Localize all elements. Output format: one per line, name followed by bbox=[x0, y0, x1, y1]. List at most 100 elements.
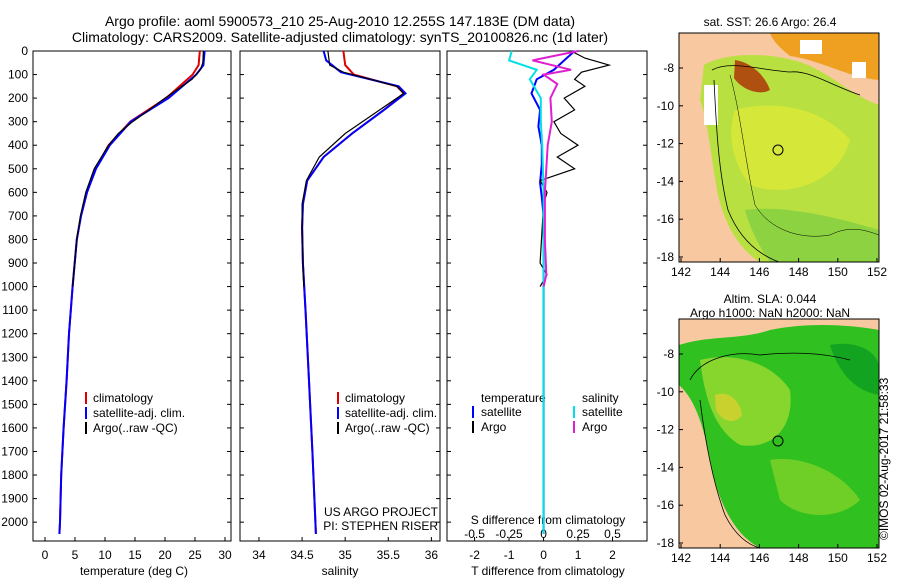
depth-tick-label: 900 bbox=[8, 256, 28, 270]
difference-series-s-argo bbox=[532, 50, 579, 287]
sla-map bbox=[678, 318, 880, 549]
project-annotation: US ARGO PROJECT bbox=[324, 505, 439, 519]
sst-map-isobath bbox=[729, 74, 880, 237]
sla-map-x-tick-label: 152 bbox=[867, 551, 887, 565]
sst-map bbox=[678, 32, 880, 263]
difference-s-tick-label: 0.25 bbox=[566, 527, 590, 541]
sst-map-x-tick-label: 148 bbox=[789, 265, 809, 279]
depth-tick-label: 1400 bbox=[1, 374, 28, 388]
sla-map-light-patch bbox=[700, 357, 791, 446]
legend-clim-label: climatology bbox=[93, 391, 153, 405]
depth-tick-label: 700 bbox=[8, 209, 28, 223]
difference-t-tick-label: -2 bbox=[469, 548, 480, 562]
difference-s-tick-label: 0.5 bbox=[604, 527, 621, 541]
legend-clim-label: climatology bbox=[345, 391, 405, 405]
depth-tick-label: 1500 bbox=[1, 397, 28, 411]
salinity-series-satellite bbox=[301, 50, 408, 534]
depth-tick-label: 1300 bbox=[1, 350, 28, 364]
salinity-x-tick-label: 34.5 bbox=[290, 548, 314, 562]
difference-panel-frame bbox=[446, 50, 648, 542]
sla-map-x-tick-label: 144 bbox=[710, 551, 730, 565]
sst-map-y-tick-label: -10 bbox=[657, 99, 675, 113]
temperature-panel-frame bbox=[32, 50, 232, 542]
sst-map-x-tick-label: 152 bbox=[867, 265, 887, 279]
salinity-x-tick-label: 36 bbox=[425, 548, 439, 562]
depth-tick-label: 1700 bbox=[1, 444, 28, 458]
dynamic-marks: 0100200300400500600700800900100011001200… bbox=[1, 44, 887, 565]
depth-tick-label: 0 bbox=[21, 44, 28, 58]
title-line-1: Argo profile: aoml 5900573_210 25-Aug-20… bbox=[104, 13, 576, 29]
salinity-series-argo bbox=[301, 50, 405, 287]
depth-tick-label: 500 bbox=[8, 162, 28, 176]
depth-tick-label: 2000 bbox=[1, 515, 28, 529]
difference-series-t-argo bbox=[539, 50, 612, 287]
temperature-x-tick-label: 10 bbox=[98, 548, 112, 562]
legend-temperature-heading: temperature bbox=[481, 391, 546, 405]
legend-sat-label: satellite-adj. clim. bbox=[93, 406, 185, 420]
temperature-x-tick-label: 5 bbox=[72, 548, 79, 562]
sst-map-warm-patch bbox=[731, 105, 850, 190]
difference-s-tick-label: -0.5 bbox=[464, 527, 485, 541]
salinity-legend: climatology satellite-adj. clim. Argo(..… bbox=[337, 391, 437, 435]
difference-x-label: T difference from climatology bbox=[471, 564, 625, 578]
legend-s-sat-label: satellite bbox=[582, 405, 623, 419]
sla-map-title-1: Altim. SLA: 0.044 bbox=[723, 292, 817, 306]
sst-map-title: sat. SST: 26.6 Argo: 26.4 bbox=[703, 15, 837, 29]
salinity-x-tick-label: 34 bbox=[252, 548, 266, 562]
sla-map-frame bbox=[678, 318, 880, 549]
legend-salinity-heading: salinity bbox=[582, 391, 619, 405]
sst-map-y-tick-label: -12 bbox=[657, 137, 675, 151]
difference-t-tick-label: 1 bbox=[575, 548, 582, 562]
difference-t-tick-label: -1 bbox=[504, 548, 515, 562]
legend-argo-label: Argo(..raw -QC) bbox=[345, 421, 430, 435]
sla-map-y-tick-label: -8 bbox=[663, 347, 674, 361]
sla-map-y-tick-label: -16 bbox=[657, 498, 675, 512]
sla-map-y-tick-label: -14 bbox=[657, 460, 675, 474]
depth-tick-label: 400 bbox=[8, 138, 28, 152]
argo-location-marker bbox=[772, 435, 784, 447]
temperature-x-tick-label: 25 bbox=[188, 548, 202, 562]
sst-map-x-tick-label: 142 bbox=[671, 265, 691, 279]
difference-legend: temperature satellite Argo salinity sate… bbox=[472, 391, 623, 434]
imos-timestamp: ©IMOS 02-Aug-2017 21:58:33 bbox=[877, 377, 891, 540]
temperature-x-tick-label: 30 bbox=[218, 548, 232, 562]
sst-map-x-tick-label: 144 bbox=[710, 265, 730, 279]
sla-map-x-tick-label: 150 bbox=[828, 551, 848, 565]
depth-tick-label: 1100 bbox=[2, 303, 28, 317]
argo-location-marker bbox=[772, 144, 784, 156]
sla-map-light-patch bbox=[770, 459, 860, 515]
sst-map-y-tick-label: -8 bbox=[663, 61, 674, 75]
salinity-x-tick-label: 35 bbox=[338, 548, 352, 562]
legend-t-argo-label: Argo bbox=[481, 420, 507, 434]
sla-map-x-tick-label: 146 bbox=[749, 551, 769, 565]
difference-top-label: S difference from climatology bbox=[471, 513, 626, 527]
difference-series-t-satellite bbox=[530, 50, 576, 534]
temperature-series-satellite bbox=[58, 50, 206, 534]
sla-map-y-tick-label: -12 bbox=[657, 423, 675, 437]
depth-tick-label: 1600 bbox=[1, 421, 28, 435]
depth-tick-label: 300 bbox=[8, 115, 28, 129]
depth-tick-label: 200 bbox=[8, 91, 28, 105]
sst-map-x-tick-label: 146 bbox=[749, 265, 769, 279]
sst-map-north-warm bbox=[770, 33, 879, 80]
depth-tick-label: 800 bbox=[8, 232, 28, 246]
sst-map-hot-spot bbox=[734, 60, 770, 93]
difference-series-s-satellite bbox=[507, 50, 545, 534]
legend-s-argo-label: Argo bbox=[582, 420, 608, 434]
sla-map-y-tick-label: -18 bbox=[657, 536, 675, 550]
salinity-panel-frame bbox=[239, 50, 441, 542]
depth-tick-label: 1800 bbox=[1, 468, 28, 482]
salinity-series-climatology bbox=[301, 50, 406, 534]
depth-tick-label: 1200 bbox=[1, 327, 28, 341]
sst-map-coastal-cool bbox=[745, 208, 879, 262]
title-line-2: Climatology: CARS2009. Satellite-adjuste… bbox=[71, 29, 609, 45]
temperature-x-tick-label: 0 bbox=[42, 548, 49, 562]
depth-tick-label: 1000 bbox=[1, 280, 28, 294]
difference-t-tick-label: 2 bbox=[609, 548, 616, 562]
sla-map-title-2: Argo h1000: NaN h2000: NaN bbox=[689, 306, 851, 320]
legend-argo-label: Argo(..raw -QC) bbox=[93, 421, 178, 435]
temperature-x-label: temperature (deg C) bbox=[80, 564, 188, 578]
temperature-legend: climatology satellite-adj. clim. Argo(..… bbox=[85, 391, 185, 435]
sst-map-y-tick-label: -18 bbox=[657, 250, 675, 264]
